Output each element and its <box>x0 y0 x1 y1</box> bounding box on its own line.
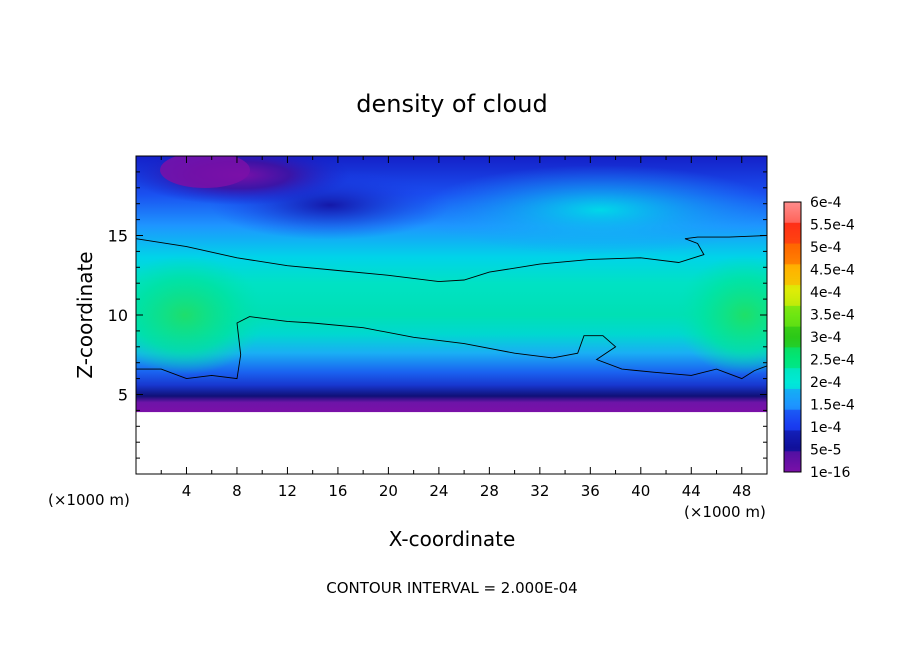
x-tick-label: 16 <box>328 482 347 500</box>
colorbar-swatch <box>784 368 801 389</box>
colorbar-label: 1.5e-4 <box>810 398 855 414</box>
x-tick-label: 44 <box>682 482 701 500</box>
x-tick-label: 36 <box>581 482 600 500</box>
x-axis-label: X-coordinate <box>389 527 516 551</box>
colorbar-label: 5e-5 <box>810 443 841 459</box>
colorbar-swatch <box>784 451 801 472</box>
colorbar-label: 2e-4 <box>810 375 842 391</box>
colorbar-swatch <box>784 285 801 306</box>
density-field <box>136 156 767 474</box>
colorbar-swatch <box>784 326 801 348</box>
y-axis-label: Z-coordinate <box>73 251 97 378</box>
colorbar-label: 1e-16 <box>810 465 850 481</box>
colorbar-label: 6e-4 <box>810 195 842 211</box>
x-tick-label: 48 <box>732 482 751 500</box>
x-tick-label: 4 <box>182 482 192 500</box>
colorbar-label: 4e-4 <box>810 285 842 301</box>
colorbar-swatch <box>784 409 801 431</box>
y-axis: 5 10 15 <box>108 171 767 459</box>
y-tick-label: 10 <box>108 306 128 325</box>
chart-title: density of cloud <box>356 90 547 118</box>
contour-lower-line <box>136 316 767 380</box>
contour-lines <box>136 235 767 380</box>
colorbar-label: 3e-4 <box>810 330 842 346</box>
x-tick-label: 32 <box>530 482 549 500</box>
x-tick-label: 24 <box>429 482 448 500</box>
colorbar-swatch <box>784 264 801 286</box>
y-tick-label: 15 <box>108 227 128 246</box>
x-units-label-right: (×1000 m) <box>684 503 766 521</box>
x-tick-label: 28 <box>480 482 499 500</box>
colorbar-swatch <box>784 243 801 265</box>
colorbar-swatch <box>784 202 801 223</box>
colorbar-label: 4.5e-4 <box>810 263 855 279</box>
colorbar-swatch <box>784 388 801 410</box>
colorbar: 1e-16 5e-5 1e-4 1.5e-4 2e-4 2.5e-4 3e-4 3.5e-4 4… <box>783 195 855 481</box>
x-axis: 4 8 12 16 20 24 28 32 36 40 44 48 <box>160 156 751 500</box>
colorbar-label: 2.5e-4 <box>810 353 855 369</box>
colorbar-label: 1e-4 <box>810 420 842 436</box>
x-tick-label: 20 <box>379 482 398 500</box>
colorbar-label: 3.5e-4 <box>810 308 855 324</box>
colorbar-swatch <box>784 305 801 327</box>
contour-upper-line <box>136 235 767 283</box>
x-tick-label: 8 <box>232 482 242 500</box>
x-tick-label: 12 <box>278 482 297 500</box>
colorbar-swatch <box>784 347 801 369</box>
x-tick-label: 40 <box>631 482 650 500</box>
y-tick-label: 5 <box>118 386 128 405</box>
contour-interval-note: CONTOUR INTERVAL = 2.000E-04 <box>326 579 577 597</box>
colorbar-swatch <box>784 222 801 244</box>
colorbar-label: 5e-4 <box>810 240 842 256</box>
colorbar-swatch <box>784 430 801 452</box>
x-units-label-left: (×1000 m) <box>48 491 130 509</box>
colorbar-label: 5.5e-4 <box>810 218 855 234</box>
